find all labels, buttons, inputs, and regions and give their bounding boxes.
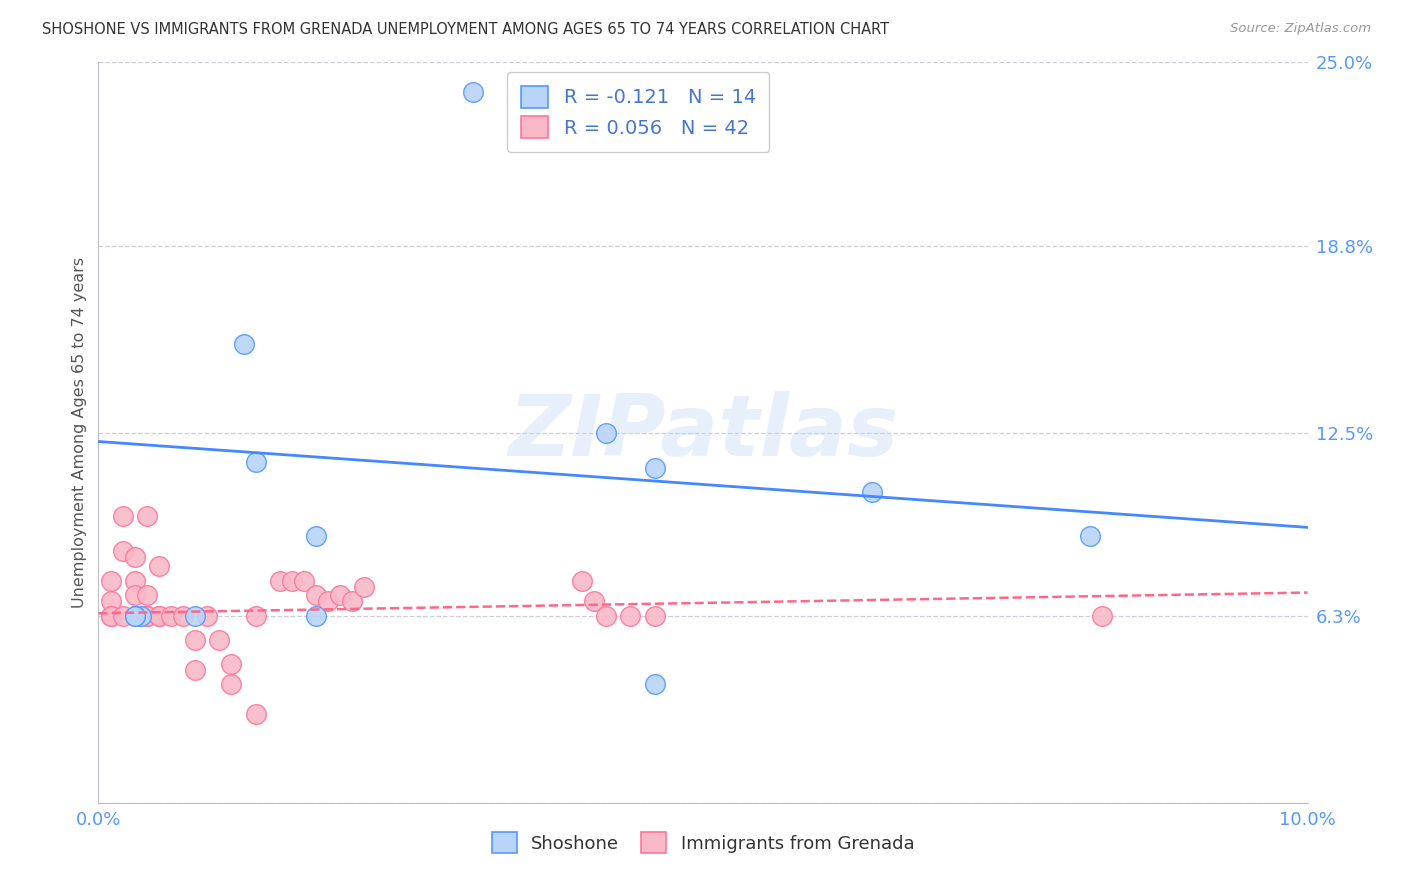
Point	[100, 609, 122, 624]
Point	[100, 594, 122, 608]
Point	[100, 574, 122, 588]
Point	[571, 574, 593, 588]
Point	[644, 461, 666, 475]
Point	[124, 549, 146, 564]
Point	[195, 609, 218, 624]
Point	[644, 609, 666, 624]
Point	[595, 609, 617, 624]
Point	[148, 609, 170, 624]
Point	[124, 609, 146, 624]
Point	[124, 589, 146, 603]
Point	[184, 609, 207, 624]
Text: ZIPatlas: ZIPatlas	[508, 391, 898, 475]
Point	[111, 508, 134, 523]
Point	[305, 589, 328, 603]
Point	[160, 609, 183, 624]
Point	[124, 574, 146, 588]
Point	[1078, 529, 1101, 543]
Point	[245, 609, 267, 624]
Point	[245, 706, 267, 721]
Point	[644, 677, 666, 691]
Point	[124, 609, 146, 624]
Point	[221, 677, 243, 691]
Point	[245, 455, 267, 469]
Point	[135, 609, 157, 624]
Point	[353, 580, 375, 594]
Point	[316, 594, 339, 608]
Y-axis label: Unemployment Among Ages 65 to 74 years: Unemployment Among Ages 65 to 74 years	[72, 257, 87, 608]
Point	[292, 574, 315, 588]
Point	[221, 657, 243, 671]
Text: Source: ZipAtlas.com: Source: ZipAtlas.com	[1230, 22, 1371, 36]
Point	[129, 609, 152, 624]
Point	[148, 558, 170, 573]
Text: SHOSHONE VS IMMIGRANTS FROM GRENADA UNEMPLOYMENT AMONG AGES 65 TO 74 YEARS CORRE: SHOSHONE VS IMMIGRANTS FROM GRENADA UNEM…	[42, 22, 890, 37]
Point	[595, 425, 617, 440]
Point	[135, 508, 157, 523]
Point	[329, 589, 352, 603]
Point	[184, 632, 207, 647]
Point	[148, 609, 170, 624]
Point	[124, 609, 146, 624]
Point	[305, 529, 328, 543]
Point	[172, 609, 194, 624]
Point	[100, 609, 122, 624]
Point	[860, 484, 883, 499]
Point	[184, 663, 207, 677]
Point	[1091, 609, 1114, 624]
Point	[135, 589, 157, 603]
Point	[305, 609, 328, 624]
Point	[342, 594, 364, 608]
Point	[232, 336, 254, 351]
Point	[111, 544, 134, 558]
Point	[619, 609, 641, 624]
Point	[463, 85, 485, 99]
Point	[111, 609, 134, 624]
Point	[269, 574, 291, 588]
Point	[281, 574, 304, 588]
Legend: Shoshone, Immigrants from Grenada: Shoshone, Immigrants from Grenada	[485, 825, 921, 861]
Point	[208, 632, 231, 647]
Point	[583, 594, 606, 608]
Point	[135, 609, 157, 624]
